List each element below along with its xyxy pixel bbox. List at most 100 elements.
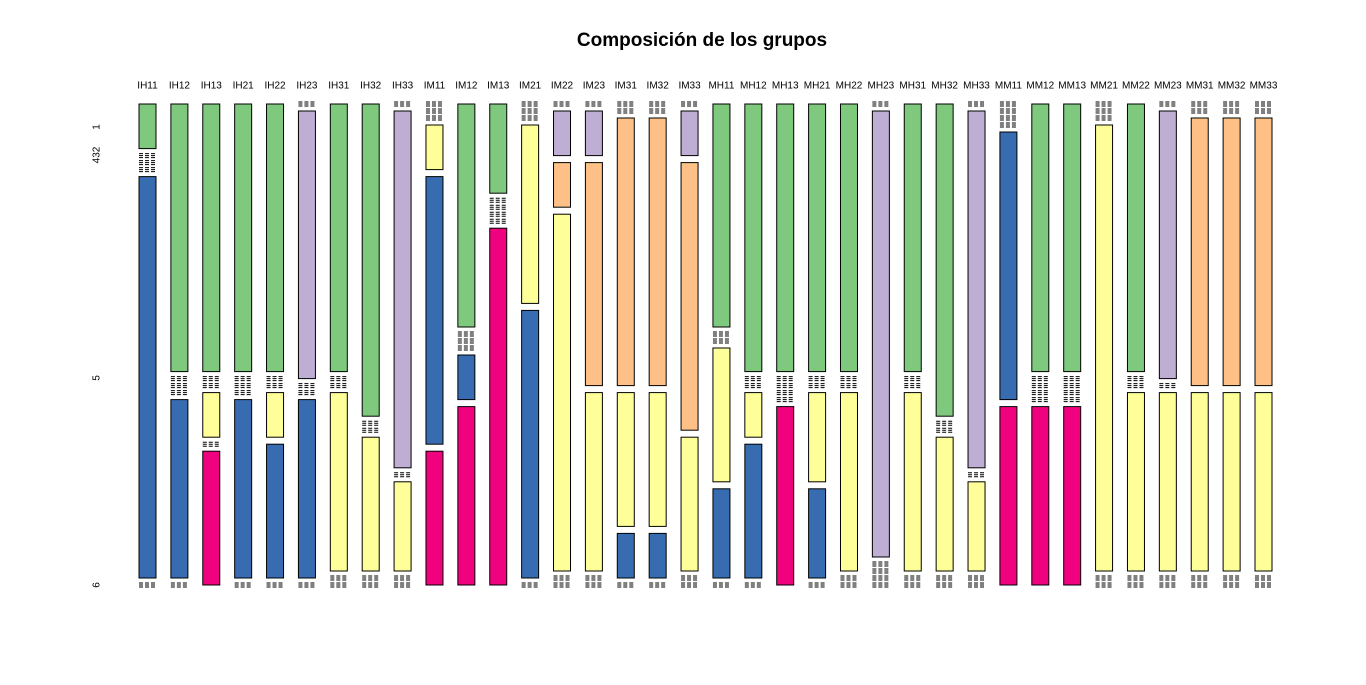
empty-segment: [744, 383, 762, 389]
empty-segment: [553, 575, 571, 581]
empty-segment: [936, 582, 954, 588]
empty-segment: [394, 582, 412, 588]
segment: [1126, 103, 1145, 373]
segment: [521, 124, 540, 304]
empty-segment: [744, 582, 762, 588]
empty-segment: [1191, 101, 1209, 107]
column-label: IM13: [487, 81, 510, 92]
column-label: IM23: [583, 81, 606, 92]
segment: [425, 124, 444, 171]
y-label: 432: [92, 146, 103, 163]
segment: [1063, 406, 1082, 586]
empty-segment: [1223, 575, 1241, 581]
empty-segment: [936, 575, 954, 581]
empty-segment: [1255, 108, 1272, 114]
empty-segment: [649, 101, 667, 107]
column-label: IH22: [264, 81, 286, 92]
empty-segment: [521, 108, 539, 114]
empty-segment: [872, 568, 890, 574]
segment: [329, 103, 348, 373]
segment: [297, 110, 316, 380]
empty-segment: [712, 331, 730, 337]
empty-segment: [170, 390, 188, 396]
empty-segment: [1127, 376, 1145, 382]
empty-segment: [330, 383, 348, 389]
y-label: 6: [92, 582, 103, 588]
empty-segment: [1095, 101, 1113, 107]
empty-segment: [266, 383, 284, 389]
segment: [680, 162, 699, 431]
empty-segment: [1063, 376, 1081, 382]
empty-segment: [1063, 383, 1081, 389]
empty-segment: [936, 420, 954, 426]
empty-segment: [681, 582, 699, 588]
empty-segment: [999, 122, 1017, 128]
empty-segment: [968, 582, 986, 588]
empty-segment: [394, 472, 412, 478]
segment: [839, 103, 858, 373]
column-label: IH23: [296, 81, 318, 92]
empty-segment: [904, 376, 922, 382]
empty-segment: [298, 101, 316, 107]
segment: [457, 406, 476, 586]
segment: [457, 354, 476, 401]
empty-segment: [840, 575, 858, 581]
empty-segment: [968, 101, 986, 107]
empty-segment: [1095, 575, 1113, 581]
empty-segment: [139, 160, 156, 166]
empty-segment: [489, 204, 507, 210]
empty-segment: [234, 383, 252, 389]
segment: [1190, 117, 1209, 387]
empty-segment: [904, 575, 922, 581]
empty-segment: [1255, 582, 1272, 588]
segment: [935, 436, 954, 572]
segment: [266, 392, 285, 438]
segment: [776, 406, 795, 586]
segment: [999, 131, 1018, 401]
empty-segment: [1255, 575, 1272, 581]
column-label: IM31: [615, 81, 638, 92]
empty-segment: [968, 575, 986, 581]
empty-segment: [457, 338, 475, 344]
empty-segment: [776, 383, 794, 389]
column-label: MH32: [931, 81, 958, 92]
empty-segment: [139, 582, 156, 588]
empty-segment: [872, 575, 890, 581]
empty-segment: [808, 383, 826, 389]
segment: [871, 110, 890, 558]
segment: [361, 103, 380, 417]
segment: [425, 450, 444, 586]
empty-segment: [139, 153, 156, 159]
segment: [935, 103, 954, 417]
segment: [202, 103, 221, 373]
empty-segment: [712, 338, 730, 344]
empty-segment: [234, 376, 252, 382]
segment: [1254, 117, 1273, 387]
segment: [584, 162, 603, 387]
segment: [712, 488, 731, 579]
segment: [553, 162, 572, 208]
column-label: MM31: [1186, 81, 1214, 92]
segment: [903, 392, 922, 572]
empty-segment: [170, 383, 188, 389]
segment: [839, 392, 858, 572]
column-label: MM21: [1090, 81, 1118, 92]
empty-segment: [298, 582, 316, 588]
empty-segment: [649, 582, 667, 588]
empty-segment: [521, 115, 539, 121]
segment: [808, 392, 827, 483]
column-label: MH11: [708, 81, 734, 92]
segment: [329, 392, 348, 572]
empty-segment: [999, 108, 1017, 114]
empty-segment: [330, 376, 348, 382]
empty-segment: [394, 575, 412, 581]
chart-title: Composición de los grupos: [577, 30, 827, 51]
empty-segment: [1031, 376, 1049, 382]
empty-segment: [330, 575, 348, 581]
empty-segment: [872, 101, 890, 107]
segment: [584, 110, 603, 157]
empty-segment: [617, 108, 635, 114]
segment: [744, 443, 763, 579]
segment: [170, 103, 189, 373]
